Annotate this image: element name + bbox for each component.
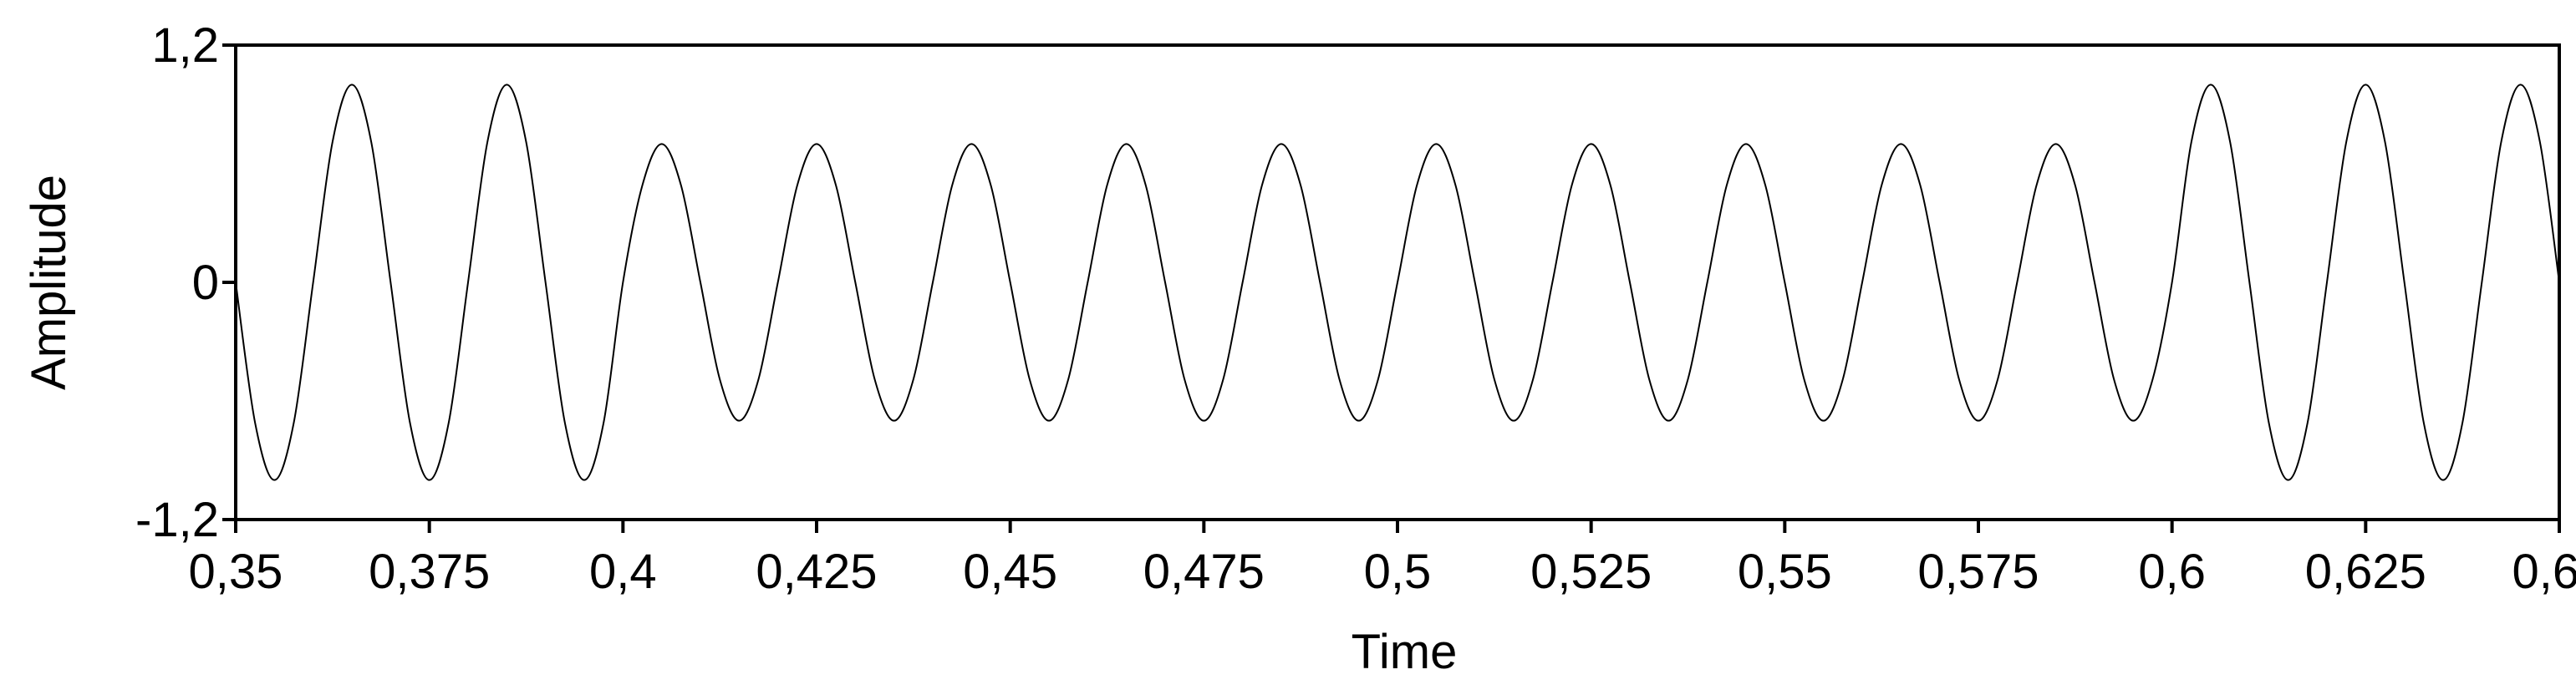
y-axis-label: Amplitude <box>22 175 76 390</box>
x-tick-label: 0,625 <box>2305 545 2426 599</box>
x-axis-label: Time <box>1352 625 1458 679</box>
x-tick-label: 0,5 <box>1364 545 1432 599</box>
x-tick-label: 0,575 <box>1917 545 2039 599</box>
waveform <box>235 84 2560 481</box>
x-tick-label: 0,65 <box>2512 545 2576 599</box>
y-tick-label: 0 <box>192 256 219 310</box>
x-tick-label: 0,525 <box>1530 545 1652 599</box>
x-tick-label: 0,45 <box>963 545 1057 599</box>
y-tick-label: -1,2 <box>135 493 219 547</box>
x-tick-label: 0,4 <box>589 545 657 599</box>
x-tick-label: 0,425 <box>756 545 877 599</box>
x-tick-label: 0,375 <box>369 545 490 599</box>
y-tick-label: 1,2 <box>151 18 219 73</box>
x-tick-label: 0,475 <box>1143 545 1265 599</box>
x-tick-label: 0,35 <box>189 545 283 599</box>
x-tick-label: 0,6 <box>2138 545 2206 599</box>
x-tick-label: 0,55 <box>1738 545 1832 599</box>
